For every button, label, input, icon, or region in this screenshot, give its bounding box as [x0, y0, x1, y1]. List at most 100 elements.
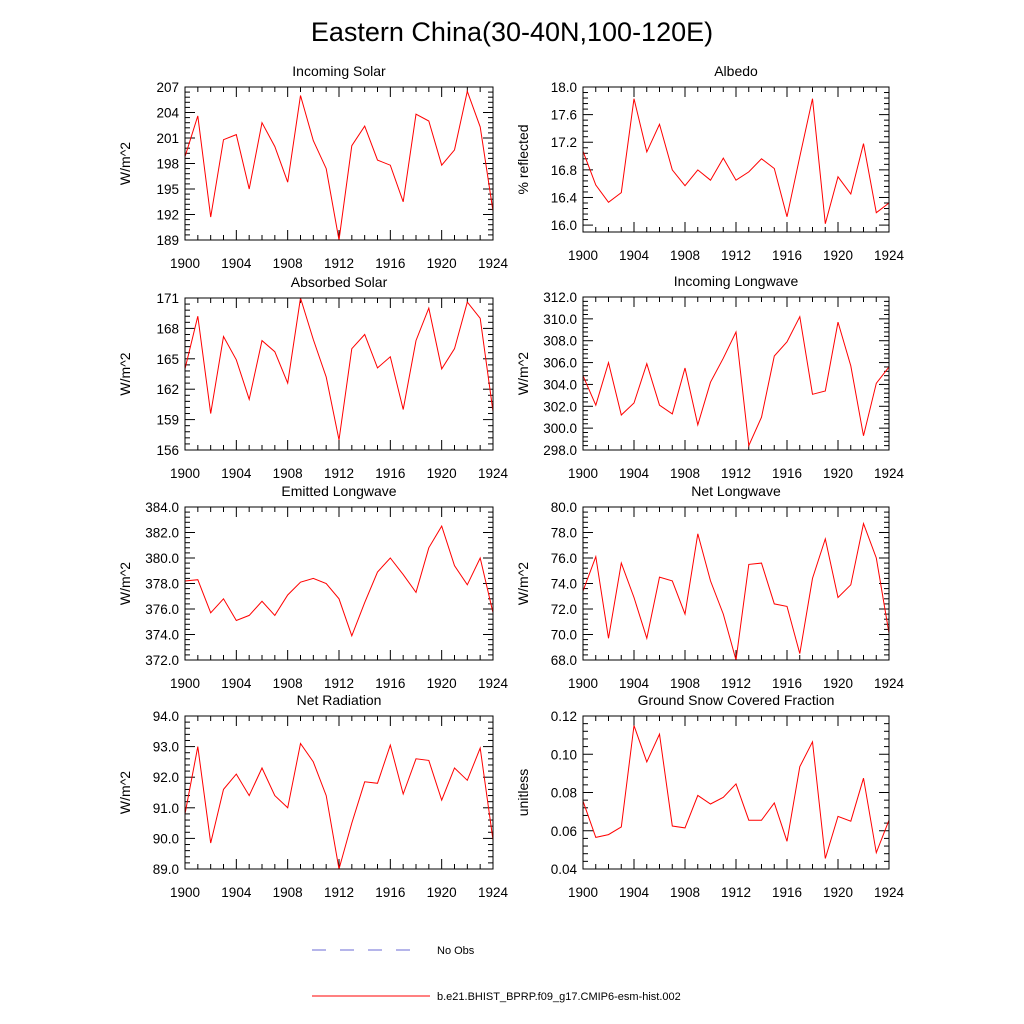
x-tick-label: 1904 — [619, 885, 650, 900]
x-tick-label: 1912 — [324, 256, 354, 271]
y-tick-label: 16.8 — [551, 163, 577, 178]
x-tick-label: 1904 — [221, 676, 252, 691]
y-tick-label: 16.0 — [551, 218, 577, 233]
y-tick-label: 302.0 — [543, 399, 577, 414]
panel-4: Incoming Longwave W/m^2 298.0 300.0 302.0 304… — [515, 273, 905, 481]
x-tick-label: 1924 — [478, 466, 509, 481]
x-tick-label: 1900 — [568, 248, 598, 263]
series-line — [582, 725, 890, 859]
x-tick-label: 1904 — [221, 466, 252, 481]
y-tick-label: 378.0 — [145, 577, 179, 592]
x-tick-label: 1908 — [670, 466, 700, 481]
x-tick-label: 1920 — [823, 885, 853, 900]
y-tick-label: 17.2 — [551, 135, 577, 150]
y-tick-label: 207 — [156, 80, 179, 95]
y-tick-label: 16.4 — [551, 190, 578, 205]
x-tick-label: 1908 — [273, 676, 303, 691]
y-tick-label: 192 — [156, 208, 179, 223]
y-tick-label: 0.10 — [551, 747, 577, 762]
y-tick-label: 70.0 — [551, 628, 577, 643]
y-tick-label: 204 — [156, 106, 179, 121]
y-tick-label: 92.0 — [153, 770, 179, 785]
x-tick-label: 1908 — [273, 256, 303, 271]
y-tick-label: 298.0 — [543, 443, 577, 458]
y-tick-label: 171 — [156, 291, 179, 306]
y-tick-label: 0.04 — [551, 862, 578, 877]
x-tick-label: 1912 — [324, 466, 354, 481]
x-tick-label: 1912 — [721, 885, 751, 900]
x-tick-label: 1900 — [568, 466, 598, 481]
x-tick-label: 1908 — [273, 885, 303, 900]
x-tick-label: 1924 — [478, 676, 509, 691]
series-line — [184, 89, 494, 241]
x-tick-label: 1912 — [721, 676, 751, 691]
y-tick-label: 306.0 — [543, 356, 577, 371]
plot-frame — [582, 86, 890, 233]
x-tick-label: 1912 — [721, 466, 751, 481]
x-tick-label: 1920 — [823, 676, 853, 691]
y-axis-label: unitless — [515, 769, 531, 816]
y-tick-label: 372.0 — [145, 653, 179, 668]
y-tick-label: 159 — [156, 413, 179, 428]
legend-model-label: b.e21.BHIST_BPRP.f09_g17.CMIP6-esm-hist.… — [437, 991, 681, 1003]
panel-title: Net Longwave — [691, 483, 781, 499]
x-tick-label: 1916 — [772, 676, 802, 691]
y-tick-label: 304.0 — [543, 377, 577, 392]
y-tick-label: 165 — [156, 352, 179, 367]
y-tick-label: 162 — [156, 382, 179, 397]
x-tick-label: 1920 — [823, 466, 853, 481]
x-tick-label: 1900 — [170, 466, 200, 481]
x-tick-label: 1916 — [375, 256, 405, 271]
y-tick-label: 376.0 — [145, 602, 179, 617]
x-tick-label: 1924 — [874, 466, 905, 481]
x-tick-label: 1912 — [721, 248, 751, 263]
y-tick-label: 17.6 — [551, 108, 577, 123]
x-tick-label: 1904 — [221, 885, 252, 900]
x-tick-label: 1912 — [324, 676, 354, 691]
y-axis-label: W/m^2 — [515, 352, 531, 395]
panel-title: Incoming Longwave — [674, 273, 799, 289]
x-tick-label: 1916 — [772, 466, 802, 481]
x-tick-label: 1904 — [221, 256, 252, 271]
x-tick-label: 1924 — [874, 248, 905, 263]
x-tick-label: 1924 — [874, 885, 905, 900]
panel-title: Emitted Longwave — [281, 483, 396, 499]
y-tick-label: 78.0 — [551, 526, 577, 541]
y-axis-label: % reflected — [515, 124, 531, 194]
panel-title: Albedo — [714, 63, 758, 79]
y-axis-label: W/m^2 — [117, 142, 133, 185]
x-tick-label: 1908 — [273, 466, 303, 481]
y-tick-label: 198 — [156, 157, 179, 172]
y-tick-label: 74.0 — [551, 577, 577, 592]
y-tick-label: 168 — [156, 321, 179, 336]
series-line — [582, 315, 890, 448]
panel-3: Absorbed Solar W/m^2 156 159 162 165 168 171 190… — [117, 274, 509, 481]
y-tick-label: 0.12 — [551, 709, 577, 724]
x-tick-label: 1920 — [427, 466, 457, 481]
y-tick-label: 0.06 — [551, 824, 577, 839]
series-line — [582, 521, 890, 661]
x-tick-label: 1904 — [619, 248, 650, 263]
x-tick-label: 1912 — [324, 885, 354, 900]
y-tick-label: 380.0 — [145, 551, 179, 566]
x-tick-label: 1904 — [619, 676, 650, 691]
y-tick-label: 312.0 — [543, 290, 577, 305]
y-tick-label: 308.0 — [543, 334, 577, 349]
panel-title: Net Radiation — [297, 692, 382, 708]
x-tick-label: 1920 — [427, 885, 457, 900]
legend: No Obs b.e21.BHIST_BPRP.f09_g17.CMIP6-es… — [312, 945, 681, 1003]
y-tick-label: 189 — [156, 233, 179, 248]
y-tick-label: 76.0 — [551, 551, 577, 566]
x-tick-label: 1908 — [670, 885, 700, 900]
x-tick-label: 1920 — [427, 256, 457, 271]
panel-5: Emitted Longwave W/m^2 372.0 374.0 376.0 378.… — [117, 483, 509, 691]
y-axis-label: W/m^2 — [117, 352, 133, 395]
y-tick-label: 382.0 — [145, 526, 179, 541]
y-tick-label: 94.0 — [153, 709, 179, 724]
panel-title: Incoming Solar — [292, 63, 386, 79]
y-tick-label: 80.0 — [551, 500, 577, 515]
series-line — [582, 98, 890, 224]
y-tick-label: 18.0 — [551, 80, 577, 95]
x-tick-label: 1904 — [619, 466, 650, 481]
